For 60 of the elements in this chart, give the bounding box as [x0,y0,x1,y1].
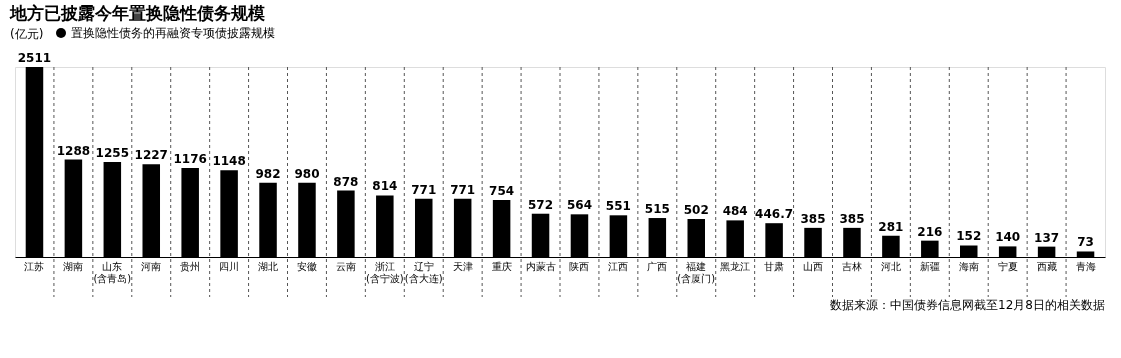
x-tick-label: 湖北 [258,260,279,272]
x-tick-label: 陕西 [569,260,590,272]
data-label: 484 [722,204,748,219]
data-label: 446.7 [755,207,794,222]
x-tick-label: 河南 [141,260,162,272]
data-label: 385 [839,211,865,226]
x-tick-label: 青海 [1075,260,1096,272]
legend-label: 置换隐性债务的再融资专项债披露规模 [71,26,275,40]
data-label: 771 [450,182,476,197]
data-label: 814 [372,179,398,194]
data-label: 140 [995,230,1021,245]
data-label: 1148 [212,154,246,169]
data-label: 1288 [56,143,91,158]
data-label: 2511 [17,51,52,65]
data-label: 754 [489,183,515,198]
source-note: 数据来源：中国债券信息网截至12月8日的相关数据 [830,298,1105,312]
data-label: 73 [1077,235,1094,250]
x-tick-label: 湖南 [63,260,84,272]
x-tick-label: 广西 [647,260,668,272]
x-tick-label: 天津 [452,260,473,272]
data-label: 982 [255,166,281,181]
data-label: 137 [1034,230,1060,245]
x-tick-label: 山东 (含青岛) [93,260,132,284]
data-label: 1176 [173,152,207,167]
x-tick-label: 福建 (含厦门) [677,260,716,284]
data-label: 1255 [95,146,130,161]
data-label: 385 [800,211,826,226]
x-tick-label: 吉林 [841,260,862,272]
data-label: 771 [411,182,437,197]
data-label: 564 [566,198,592,213]
x-tick-label: 内蒙古 [525,260,556,272]
x-tick-label: 贵州 [180,260,201,272]
x-tick-label: 西藏 [1036,260,1057,272]
data-label: 502 [683,203,709,218]
x-tick-label: 河北 [880,260,901,272]
x-tick-label: 山西 [803,260,824,272]
data-label: 152 [956,229,982,244]
x-tick-label: 甘肃 [764,260,785,272]
data-label: 1227 [134,148,168,163]
data-label: 878 [333,174,359,189]
data-label: 551 [605,199,631,214]
data-label: 980 [294,166,320,181]
x-tick-label: 新疆 [919,260,940,272]
data-label: 515 [644,202,670,217]
x-tick-label: 重庆 [491,260,512,272]
data-label: 216 [917,224,943,239]
x-tick-label: 宁夏 [997,260,1018,272]
x-tick-label: 安徽 [296,260,317,272]
chart-title: 地方已披露今年置换隐性债务规模 [9,3,265,23]
x-tick-label: 江苏 [24,260,45,272]
data-label: 572 [528,197,554,212]
x-tick-label: 江西 [608,260,629,272]
x-tick-label: 黑龙江 [720,260,751,272]
data-label: 281 [878,219,904,234]
x-tick-label: 海南 [958,260,979,272]
x-tick-label: 浙江 (含宁波) [365,260,404,284]
x-tick-label: 四川 [219,260,240,272]
y-axis-title: (亿元) [10,27,44,41]
x-tick-label: 辽宁 (含大连) [404,260,443,284]
x-tick-label: 云南 [335,260,356,272]
